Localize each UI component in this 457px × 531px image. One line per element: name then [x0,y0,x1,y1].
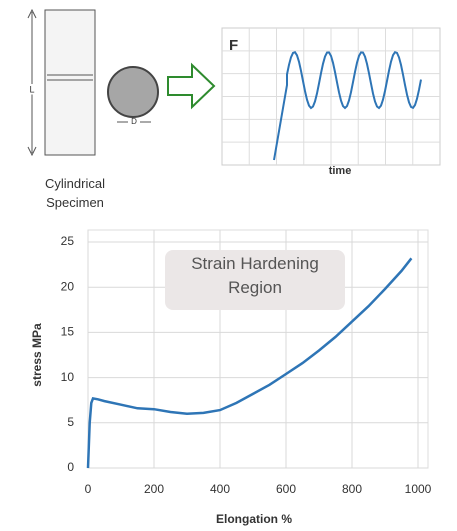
x-tick-label: 0 [85,482,92,496]
force-label: F [229,37,238,54]
annotation: Strain Hardening Region [165,252,345,300]
x-tick-label: 200 [144,482,164,496]
y-tick-label: 0 [67,460,74,474]
x-tick-label: 400 [210,482,230,496]
x-axis-label: Elongation % [216,512,292,526]
x-tick-label: 600 [276,482,296,496]
cylinder [45,10,95,155]
cross-section [108,67,158,117]
x-tick-label: 1000 [405,482,432,496]
y-tick-label: 5 [67,415,74,429]
x-tick-label: 800 [342,482,362,496]
length-label: L [29,84,34,94]
page: L L D F time stress MPa Elongation % 0 5 1… [0,0,457,531]
y-tick-label: 15 [61,325,75,339]
time-label: time [329,165,352,177]
y-tick-label: 20 [61,279,75,293]
process-arrow [168,65,214,107]
y-tick-label: 25 [61,234,75,248]
specimen-label: Cylindrical Specimen [30,174,120,212]
y-axis-label: stress MPa [30,323,44,387]
y-tick-label: 10 [61,370,75,384]
diameter-label: D [131,117,137,126]
specimen-diagram: L L D [28,10,214,155]
force-time-sketch: F time [222,28,440,177]
